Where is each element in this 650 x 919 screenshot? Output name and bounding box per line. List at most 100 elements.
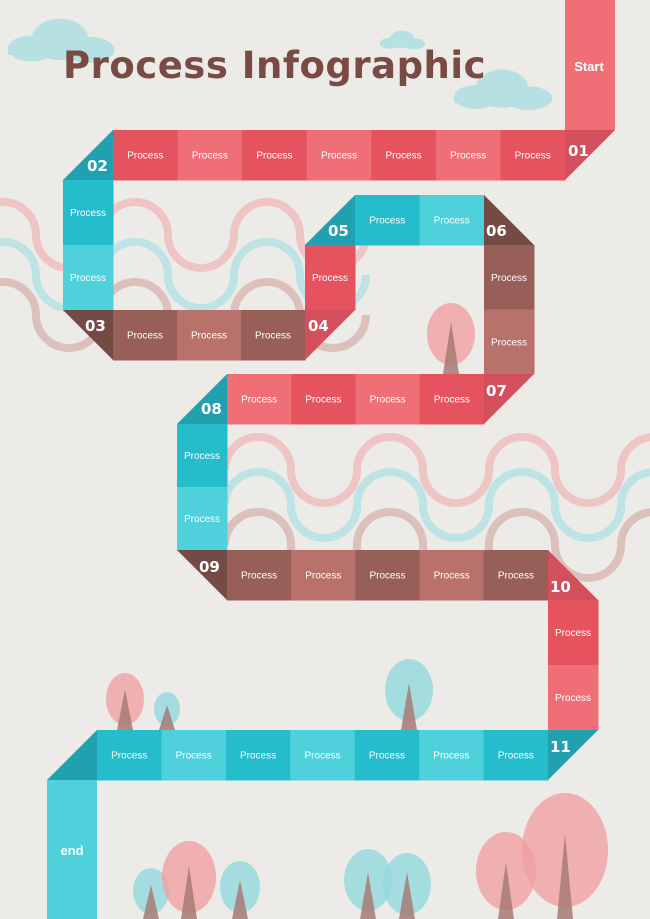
step-corner-09: 09 — [177, 550, 227, 600]
tree-icon — [476, 832, 536, 919]
process-cell-bg — [419, 195, 485, 246]
step-number: 09 — [199, 558, 220, 576]
process-cell[interactable]: Process — [484, 309, 535, 375]
process-label: Process — [498, 571, 534, 582]
process-cell-bg — [177, 424, 228, 488]
process-label: Process — [127, 151, 163, 162]
wave-pink — [0, 198, 370, 272]
process-label: Process — [434, 571, 470, 582]
step-number: 10 — [550, 578, 571, 596]
process-cell-bg — [355, 374, 421, 425]
process-label: Process — [70, 273, 106, 284]
process-cell[interactable]: Process — [500, 130, 566, 181]
process-cell-bg — [354, 730, 420, 781]
process-cell[interactable]: Process — [63, 245, 114, 311]
process-cell-bg — [548, 665, 599, 731]
process-label: Process — [255, 331, 291, 342]
step-corner-03: 03 — [63, 310, 113, 360]
process-cell-bg — [63, 180, 114, 246]
step-corner-08: 08 — [177, 374, 227, 424]
process-cell[interactable]: Process — [484, 245, 535, 310]
start-block: Start — [565, 0, 615, 130]
process-cell[interactable]: Process — [483, 550, 549, 601]
process-cell-bg — [113, 310, 178, 361]
process-cell[interactable]: Process — [355, 374, 421, 425]
process-label: Process — [127, 331, 163, 342]
process-cell[interactable]: Process — [113, 130, 179, 181]
process-cell[interactable]: Process — [225, 730, 291, 781]
segment-col-8: Process Process — [177, 424, 228, 551]
step-number: 06 — [486, 222, 507, 240]
process-label: Process — [433, 751, 469, 762]
process-cell[interactable]: Process — [97, 730, 162, 781]
process-cell[interactable]: Process — [227, 374, 292, 425]
process-cell[interactable]: Process — [291, 550, 356, 601]
process-cell[interactable]: Process — [354, 730, 420, 781]
step-corner-02: 02 — [63, 130, 113, 180]
process-cell[interactable]: Process — [227, 550, 292, 601]
process-cell-bg — [177, 130, 243, 181]
process-cell-bg — [291, 550, 356, 601]
process-cell[interactable]: Process — [241, 310, 306, 361]
process-cell[interactable]: Process — [305, 245, 356, 311]
process-cell[interactable]: Process — [177, 130, 243, 181]
process-cell[interactable]: Process — [177, 310, 242, 361]
wave-pink — [221, 433, 650, 507]
tree-icon — [106, 673, 144, 730]
process-cell[interactable]: Process — [290, 730, 356, 781]
process-cell[interactable]: Process — [177, 424, 228, 488]
segment-col-10: Process Process — [548, 600, 599, 731]
step-number: 02 — [87, 157, 108, 175]
segment-row-5: Process Process — [355, 195, 485, 246]
end-block: end — [47, 730, 97, 919]
process-cell[interactable]: Process — [355, 195, 420, 246]
process-cell[interactable]: Process — [435, 130, 501, 181]
process-cell[interactable]: Process — [306, 130, 372, 181]
process-cell[interactable]: Process — [419, 550, 485, 601]
process-cell[interactable]: Process — [483, 730, 549, 781]
process-cell[interactable]: Process — [548, 600, 599, 666]
process-label: Process — [450, 151, 486, 162]
segment-row-1: Process Process Process Process Process Proce… — [113, 130, 566, 181]
process-label: Process — [369, 571, 405, 582]
process-label: Process — [241, 395, 277, 406]
process-cell[interactable]: Process — [242, 130, 308, 181]
process-cell-bg — [371, 130, 437, 181]
process-cell[interactable]: Process — [419, 374, 485, 425]
step-number: 11 — [550, 738, 571, 756]
process-cell[interactable]: Process — [63, 180, 114, 246]
segment-row-9: Process Process Process Process Process — [227, 550, 549, 601]
process-cell-bg — [500, 130, 566, 181]
segment-col-6: Process Process — [484, 245, 535, 375]
process-label: Process — [434, 216, 470, 227]
process-label: Process — [70, 208, 106, 219]
process-cell-bg — [483, 730, 549, 781]
process-label: Process — [256, 151, 292, 162]
segment-row-7: Process Process Process Process — [227, 374, 485, 425]
process-cell[interactable]: Process — [419, 730, 485, 781]
process-cell[interactable]: Process — [371, 130, 437, 181]
process-cell-bg — [177, 487, 228, 551]
process-cell[interactable]: Process — [355, 550, 421, 601]
wave-teal — [221, 468, 650, 542]
step-corner-11: 11 — [548, 730, 598, 780]
cloud-icon — [454, 69, 553, 111]
process-cell-bg — [419, 730, 485, 781]
process-label: Process — [305, 395, 341, 406]
process-cell[interactable]: Process — [419, 195, 485, 246]
process-cell[interactable]: Process — [161, 730, 227, 781]
process-cell[interactable]: Process — [291, 374, 356, 425]
process-label: Process — [184, 514, 220, 525]
process-label: Process — [191, 331, 227, 342]
process-cell-bg — [227, 374, 292, 425]
process-cell[interactable]: Process — [113, 310, 178, 361]
process-label: Process — [241, 571, 277, 582]
process-cell-bg — [225, 730, 291, 781]
process-cell-bg — [113, 130, 179, 181]
process-label: Process — [386, 151, 422, 162]
segment-row-11: Process Process Process Process Process Proce… — [97, 730, 549, 781]
process-cell[interactable]: Process — [548, 665, 599, 731]
tree-icon — [162, 841, 216, 919]
process-cell[interactable]: Process — [177, 487, 228, 551]
step-corner-01: 01 — [565, 130, 615, 180]
